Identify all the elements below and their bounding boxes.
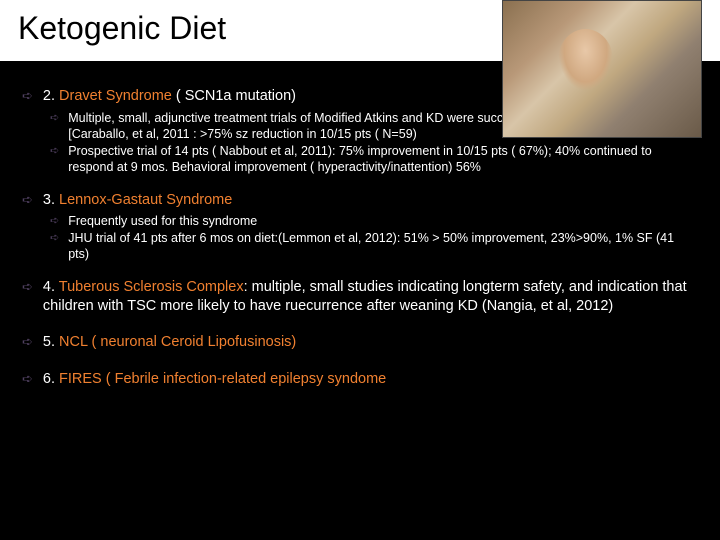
- bullet-text: 6. FIRES ( Febrile infection-related epi…: [43, 370, 698, 389]
- bullet-l1-ncl: ➪ 5. NCL ( neuronal Ceroid Lipofusinosis…: [22, 333, 698, 352]
- bullet-l1-lgs: ➪ 3. Lennox-Gastaut Syndrome: [22, 191, 698, 210]
- bullet-l1-fires: ➪ 6. FIRES ( Febrile infection-related e…: [22, 370, 698, 389]
- title-text: Ketogenic Diet: [18, 10, 226, 46]
- bullet-text: 5. NCL ( neuronal Ceroid Lipofusinosis): [43, 333, 698, 352]
- arrow-icon: ➪: [22, 88, 33, 105]
- bullet-l2: ➪ Prospective trial of 14 pts ( Nabbout …: [50, 143, 698, 175]
- arrow-icon: ➪: [22, 192, 33, 209]
- bullet-l2: ➪ JHU trial of 41 pts after 6 mos on die…: [50, 230, 698, 262]
- bullet-text: 4. Tuberous Sclerosis Complex: multiple,…: [43, 278, 698, 315]
- arrow-icon: ➪: [50, 231, 59, 245]
- arrow-icon: ➪: [22, 334, 33, 351]
- highlight-text: Lennox-Gastaut Syndrome: [59, 192, 232, 208]
- arrow-icon: ➪: [50, 111, 59, 125]
- arrow-icon: ➪: [50, 144, 59, 158]
- bullet-text: Frequently used for this syndrome: [68, 213, 698, 229]
- highlight-text: Tuberous Sclerosis Complex: [59, 279, 244, 295]
- arrow-icon: ➪: [50, 214, 59, 228]
- bullet-l1-tsc: ➪ 4. Tuberous Sclerosis Complex: multipl…: [22, 278, 698, 315]
- bullet-l2: ➪ Frequently used for this syndrome: [50, 213, 698, 229]
- arrow-icon: ➪: [22, 279, 33, 296]
- bullet-text: 3. Lennox-Gastaut Syndrome: [43, 191, 698, 210]
- highlight-text: Dravet Syndrome: [59, 88, 172, 104]
- sub-bullets-lgs: ➪ Frequently used for this syndrome ➪ JH…: [50, 213, 698, 262]
- highlight-text: NCL ( neuronal Ceroid Lipofusinosis): [59, 334, 296, 350]
- arrow-icon: ➪: [22, 371, 33, 388]
- highlight-text: FIRES ( Febrile infection-related epilep…: [59, 371, 386, 387]
- patient-photo: [502, 0, 702, 138]
- bullet-text: JHU trial of 41 pts after 6 mos on diet:…: [68, 230, 698, 262]
- bullet-text: Prospective trial of 14 pts ( Nabbout et…: [68, 143, 698, 175]
